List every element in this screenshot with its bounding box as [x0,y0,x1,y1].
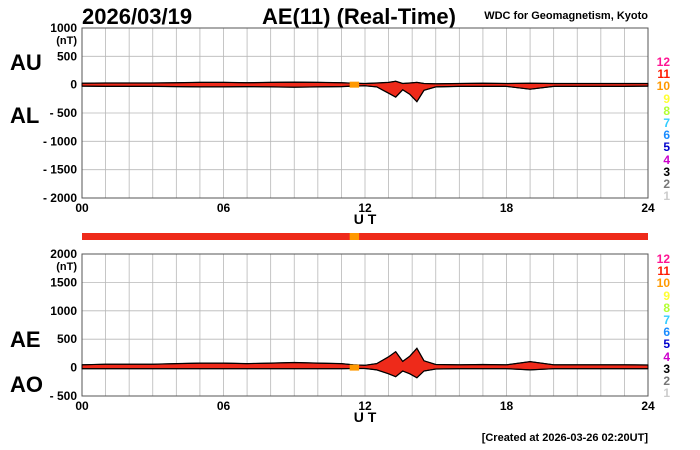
activity-level-2: 2 [663,177,670,192]
activity-level-6: 6 [663,325,670,340]
chart-title: AE(11) (Real-Time) [262,4,456,29]
activity-level-10: 10 [656,276,670,291]
au-label: AU [10,50,42,75]
y-tick-label: 500 [57,49,77,63]
activity-level-3: 3 [663,361,670,376]
activity-level-12: 12 [656,55,670,69]
source-label: WDC for Geomagnetism, Kyoto [484,10,648,22]
ae-line [81,347,649,366]
activity-level-1: 1 [663,386,670,401]
activity-level-12: 12 [656,252,670,266]
au-al-panel: 1000 500 0 - 500 - 1000 - 1500 - 2000 (nT) 00 06 1… [43,21,655,227]
y-tick-label: - 500 [50,389,78,403]
activity-scale-bottom: 12 11 10 9 8 7 6 5 4 3 2 1 [648,252,670,401]
y-tick-label: 0 [70,78,77,92]
ao-label: AO [10,372,43,397]
al-label: AL [10,103,40,128]
y-unit-label: (nT) [56,35,77,47]
activity-level-4: 4 [663,349,670,364]
status-bar [82,233,648,240]
au-line [81,80,648,85]
y-tick-label: 1000 [50,304,77,318]
status-bar-base [82,233,648,240]
activity-level-7: 7 [663,116,670,131]
ao-line [82,367,648,379]
activity-level-3: 3 [663,164,670,179]
activity-level-7: 7 [663,313,670,328]
y-tick-label: - 2000 [43,191,77,205]
x-tick-label: 18 [500,201,514,215]
activity-level-1: 1 [663,189,670,204]
x-tick-label: 06 [217,399,231,413]
baseline-status-segment [349,81,360,88]
date-title: 2026/03/19 [82,4,193,29]
activity-level-11: 11 [657,264,670,279]
activity-level-2: 2 [663,374,670,389]
activity-level-5: 5 [663,140,670,155]
activity-level-9: 9 [663,91,670,106]
plot-frame [81,253,649,397]
status-bar-segment [349,233,360,240]
activity-level-6: 6 [663,128,670,143]
plot-frame [81,27,649,199]
activity-level-8: 8 [663,103,670,118]
al-line [81,85,649,103]
x-tick-label: 12 [358,201,372,215]
x-axis-label: U T [354,409,377,425]
y-tick-label: - 1000 [43,134,77,148]
created-timestamp: [Created at 2026-03-26 02:20UT] [481,432,648,444]
activity-level-10: 10 [656,79,670,94]
y-tick-label: 0 [70,361,77,375]
activity-level-4: 4 [663,152,670,167]
x-tick-label: 00 [75,399,89,413]
x-tick-label: 24 [641,201,655,215]
x-axis-label: U T [354,211,377,227]
ae-label: AE [10,327,41,352]
x-tick-label: 00 [75,201,89,215]
y-tick-label: 1500 [50,275,77,289]
x-tick-label: 06 [217,201,231,215]
y-tick-label: 500 [57,332,77,346]
ae-ao-panel: 2000 1500 1000 500 0 - 500 (nT) 00 06 12 18 24 U T [50,247,655,425]
y-tick-label: - 500 [50,106,78,120]
x-tick-label: 12 [358,399,372,413]
activity-level-5: 5 [663,337,670,352]
x-tick-label: 18 [500,399,514,413]
x-tick-label: 24 [641,399,655,413]
baseline-status-segment [349,364,360,371]
activity-scale-top: 12 11 10 9 8 7 6 5 4 3 2 1 [648,55,670,204]
y-tick-label: 2000 [50,247,77,261]
activity-level-11: 11 [657,67,670,82]
y-tick-label: 1000 [50,21,77,35]
y-unit-label: (nT) [56,261,77,273]
activity-level-9: 9 [663,288,670,303]
y-tick-label: - 1500 [43,163,77,177]
activity-level-8: 8 [663,300,670,315]
